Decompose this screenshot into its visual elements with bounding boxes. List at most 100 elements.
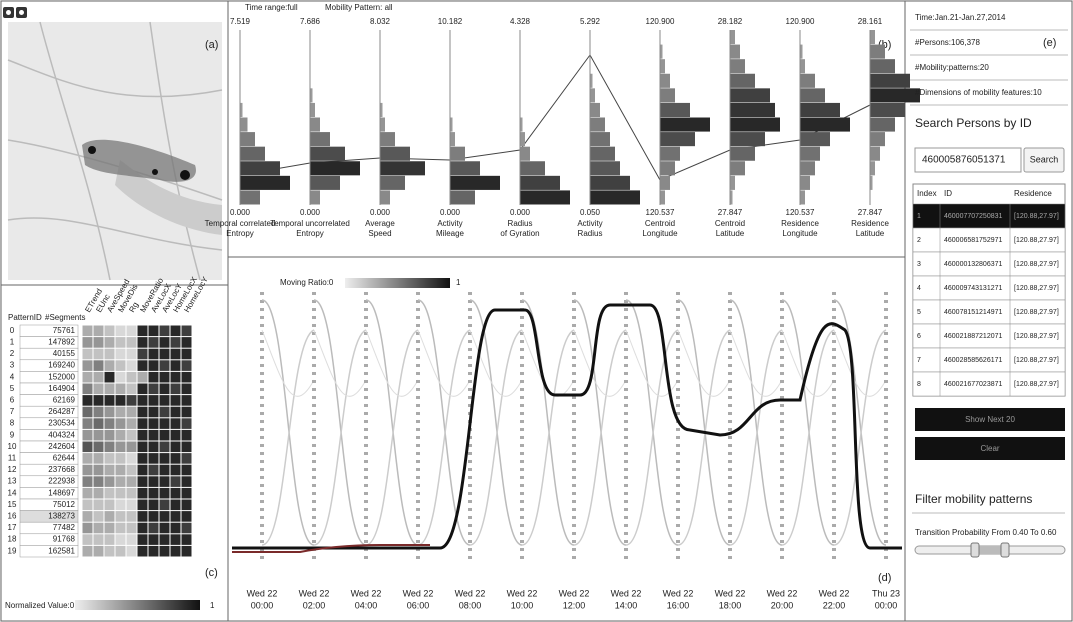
legend-label: 1 bbox=[210, 601, 215, 610]
heat-cell bbox=[116, 488, 126, 499]
heat-cell bbox=[127, 384, 137, 395]
state-dot bbox=[780, 476, 784, 479]
table-cell: [120.88,27.97] bbox=[1014, 261, 1059, 268]
state-dot bbox=[832, 492, 836, 495]
pattern-id: 9 bbox=[10, 430, 15, 439]
histogram-bar bbox=[730, 132, 765, 146]
state-dot bbox=[312, 356, 316, 359]
state-dot bbox=[884, 348, 888, 351]
state-dot bbox=[364, 556, 368, 559]
state-dot bbox=[364, 348, 368, 351]
heat-cell bbox=[83, 395, 93, 406]
heat-cell bbox=[94, 476, 104, 487]
time-label: Wed 22 bbox=[247, 588, 278, 598]
state-dot bbox=[572, 364, 576, 367]
heat-cell bbox=[116, 476, 126, 487]
state-dot bbox=[624, 524, 628, 527]
state-dot bbox=[780, 444, 784, 447]
segment-count: 75761 bbox=[53, 326, 76, 335]
state-dot bbox=[468, 556, 472, 559]
state-dot bbox=[416, 436, 420, 439]
heat-cell bbox=[171, 453, 181, 464]
heat-cell bbox=[171, 511, 181, 522]
heat-cell bbox=[160, 546, 170, 557]
segment-count: 148697 bbox=[48, 488, 75, 497]
table-cell: [120.88,27.97] bbox=[1014, 333, 1059, 340]
state-dot bbox=[728, 484, 732, 487]
time-label: 12:00 bbox=[563, 600, 586, 610]
segment-count: 237668 bbox=[48, 465, 75, 474]
state-dot bbox=[416, 428, 420, 431]
histogram-bar bbox=[730, 74, 755, 88]
state-dot bbox=[260, 492, 264, 495]
state-dot bbox=[312, 340, 316, 343]
heat-cell bbox=[160, 488, 170, 499]
state-dot bbox=[364, 436, 368, 439]
state-dot bbox=[312, 508, 316, 511]
page: (a) Time range:full Mobility Pattern: al… bbox=[0, 0, 1073, 622]
state-dot bbox=[260, 532, 264, 535]
state-dot bbox=[676, 548, 680, 551]
slider-handle[interactable] bbox=[1001, 543, 1009, 557]
state-dot bbox=[832, 468, 836, 471]
state-dot bbox=[832, 348, 836, 351]
axis-min: 27.847 bbox=[858, 208, 883, 217]
state-dot bbox=[832, 508, 836, 511]
state-dot bbox=[624, 476, 628, 479]
state-dot bbox=[260, 452, 264, 455]
state-dot bbox=[832, 556, 836, 559]
state-dot bbox=[416, 468, 420, 471]
heat-cell bbox=[116, 546, 126, 557]
histogram-bar bbox=[730, 59, 745, 73]
heat-cell bbox=[182, 384, 192, 395]
state-dot bbox=[884, 340, 888, 343]
state-dot bbox=[884, 556, 888, 559]
segment-count: 169240 bbox=[48, 361, 75, 370]
state-dot bbox=[312, 324, 316, 327]
histogram-bar bbox=[450, 147, 465, 161]
map-point bbox=[152, 169, 158, 175]
state-dot bbox=[572, 444, 576, 447]
state-dot bbox=[260, 348, 264, 351]
time-label: Wed 22 bbox=[767, 588, 798, 598]
state-dot bbox=[676, 452, 680, 455]
state-dot bbox=[468, 548, 472, 551]
table-cell: 460078151214971 bbox=[944, 309, 1003, 316]
axis-name: Latitude bbox=[856, 229, 885, 238]
time-label: Thu 23 bbox=[872, 588, 900, 598]
heat-cell bbox=[83, 523, 93, 534]
heat-cell bbox=[160, 430, 170, 441]
tool-icon-dot bbox=[19, 10, 24, 15]
heat-cell bbox=[116, 395, 126, 406]
state-dot bbox=[780, 420, 784, 423]
state-dot bbox=[780, 340, 784, 343]
state-dot bbox=[676, 348, 680, 351]
summary-line: Time:Jan.21-Jan.27,2014 bbox=[915, 13, 1006, 22]
slider-handle[interactable] bbox=[971, 543, 979, 557]
state-dot bbox=[676, 516, 680, 519]
state-dot bbox=[676, 556, 680, 559]
heat-cell bbox=[116, 418, 126, 429]
heat-cell bbox=[149, 372, 159, 383]
time-label: 22:00 bbox=[823, 600, 846, 610]
summary-line: #Persons:106,378 bbox=[915, 38, 980, 47]
histogram-bar bbox=[870, 103, 905, 117]
histogram-bar bbox=[660, 118, 710, 132]
heat-cell bbox=[83, 488, 93, 499]
heat-cell bbox=[171, 384, 181, 395]
state-dot bbox=[572, 372, 576, 375]
heat-cell bbox=[105, 407, 115, 418]
state-dot bbox=[832, 420, 836, 423]
heat-cell bbox=[127, 476, 137, 487]
pattern-filter: Mobility Pattern: all bbox=[325, 3, 393, 12]
table-cell: 8 bbox=[917, 381, 921, 388]
axis-name: Residence bbox=[851, 219, 889, 228]
heat-cell bbox=[149, 337, 159, 348]
state-dot bbox=[520, 500, 524, 503]
state-dot bbox=[260, 396, 264, 399]
heat-cell bbox=[116, 326, 126, 337]
heat-cell bbox=[94, 349, 104, 360]
heat-cell bbox=[105, 500, 115, 511]
state-dot bbox=[364, 476, 368, 479]
state-dot bbox=[364, 484, 368, 487]
